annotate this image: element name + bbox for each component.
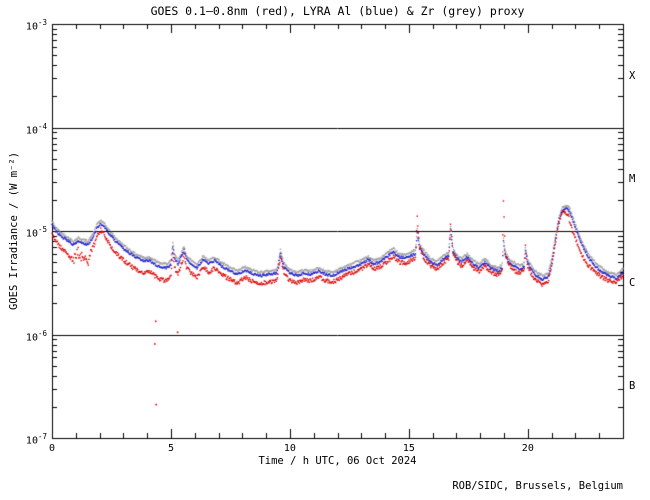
y-tick-label: 10-4 xyxy=(25,121,47,136)
y-tick-label: 10-5 xyxy=(25,225,47,240)
flare-class-m: M xyxy=(629,173,636,186)
y-tick-label: 10-6 xyxy=(25,328,47,343)
y-tick-label: 10-3 xyxy=(25,18,47,33)
x-tick-label: 20 xyxy=(521,443,534,454)
chart-title: GOES 0.1–0.8nm (red), LYRA Al (blue) & Z… xyxy=(150,4,525,18)
flare-class-x: X xyxy=(629,69,636,82)
x-tick-label: 5 xyxy=(167,443,174,454)
x-tick-label: 0 xyxy=(48,443,56,454)
x-tick-label: 15 xyxy=(402,443,415,454)
x-axis-label: Time / h UTC, 06 Oct 2024 xyxy=(258,455,417,467)
credit-text: ROB/SIDC, Brussels, Belgium xyxy=(452,480,623,492)
flare-class-b: B xyxy=(629,380,636,393)
y-tick-label: 10-7 xyxy=(25,432,47,447)
flare-class-c: C xyxy=(629,276,636,289)
x-tick-label: 10 xyxy=(283,443,296,454)
